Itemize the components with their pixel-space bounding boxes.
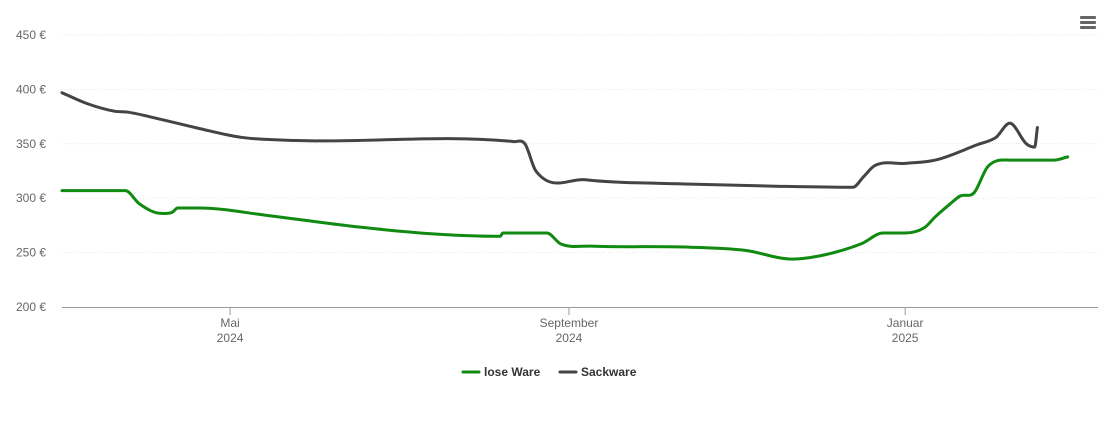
x-tick-year-label: 2024 xyxy=(217,331,244,345)
y-tick-label: 200 € xyxy=(16,300,46,314)
plot-area xyxy=(60,91,1070,261)
legend-label: lose Ware xyxy=(484,365,541,379)
y-tick-label: 450 € xyxy=(16,28,46,42)
series-line-sackware[interactable] xyxy=(60,91,1039,189)
legend-item-lose-ware[interactable]: lose Ware xyxy=(461,365,541,379)
x-tick-label: Januar xyxy=(887,316,924,330)
legend-label: Sackware xyxy=(581,365,637,379)
chart-menu-icon[interactable] xyxy=(1076,12,1100,32)
x-tick-label: Mai xyxy=(220,316,239,330)
gridlines xyxy=(62,34,1098,254)
legend-item-sackware[interactable]: Sackware xyxy=(558,365,637,379)
x-tick-year-label: 2025 xyxy=(892,331,919,345)
y-tick-label: 350 € xyxy=(16,137,46,151)
legend: lose Ware Sackware xyxy=(461,365,637,379)
x-tick-label: September xyxy=(540,316,599,330)
y-tick-label: 250 € xyxy=(16,246,46,260)
x-tick-year-label: 2024 xyxy=(556,331,583,345)
y-axis: 200 € 250 € 300 € 350 € 400 € 450 € xyxy=(16,28,46,314)
y-tick-label: 300 € xyxy=(16,191,46,205)
series-line-lose-ware[interactable] xyxy=(60,155,1070,261)
y-tick-label: 400 € xyxy=(16,82,46,96)
